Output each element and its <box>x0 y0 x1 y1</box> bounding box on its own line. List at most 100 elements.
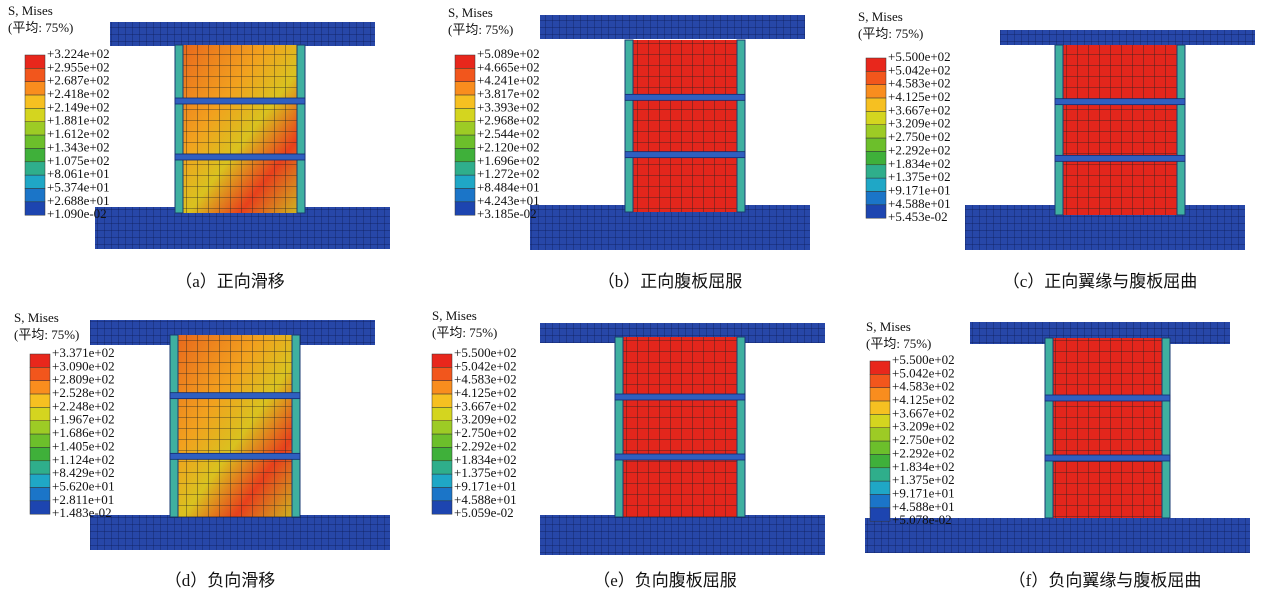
legend-swatch <box>29 407 51 421</box>
legend-swatch <box>29 487 51 502</box>
legend-swatch <box>454 161 476 176</box>
legend-label: +1.124e+02 <box>52 452 115 467</box>
legend-swatch <box>865 164 887 179</box>
flange <box>291 334 301 518</box>
stiffener <box>169 452 301 460</box>
wall-mesh <box>1045 338 1170 518</box>
legend-label: +9.171e+01 <box>888 182 951 197</box>
stiffener <box>1054 98 1186 106</box>
top-plate-mesh <box>540 15 805 39</box>
legend-label: +2.528e+02 <box>52 385 115 400</box>
flange <box>1176 44 1186 216</box>
legend-swatch <box>454 54 476 69</box>
legend-swatch <box>454 81 476 96</box>
legend-swatch <box>869 387 891 402</box>
legend-swatch <box>24 54 46 69</box>
base-block-mesh <box>865 518 1250 553</box>
legend-label: +2.248e+02 <box>52 398 115 413</box>
legend-label: +2.149e+02 <box>47 99 110 114</box>
stiffener <box>614 453 746 461</box>
legend-swatch <box>454 121 476 136</box>
flange <box>1044 337 1054 519</box>
legend-title: S, Mises <box>14 310 59 325</box>
legend-swatch <box>865 84 887 99</box>
legend-title: S, Mises <box>858 9 903 24</box>
legend-swatch <box>869 480 891 495</box>
legend-swatch <box>431 353 453 368</box>
legend-swatch <box>24 201 46 216</box>
legend-label: +4.588e+01 <box>454 492 517 507</box>
legend-swatch <box>24 81 46 96</box>
legend-subtitle: (平均: 75%) <box>14 327 79 342</box>
top-plate-mesh <box>110 22 375 46</box>
legend-swatch <box>865 57 887 72</box>
legend-swatch <box>24 161 46 176</box>
legend-label: +3.667e+02 <box>892 405 955 420</box>
stiffener <box>169 392 301 400</box>
legend-subtitle: (平均: 75%) <box>866 336 931 351</box>
flange <box>736 336 746 518</box>
legend-label: +4.588e+01 <box>892 499 955 514</box>
legend-swatch <box>24 94 46 109</box>
legend-label: +2.811e+01 <box>52 492 114 507</box>
legend-title: S, Mises <box>8 3 53 18</box>
legend-label: +9.171e+01 <box>454 478 517 493</box>
flange <box>174 44 184 214</box>
legend-label: +1.375e+02 <box>888 169 951 184</box>
legend-title: S, Mises <box>432 308 477 323</box>
legend-swatch <box>431 487 453 502</box>
stiffener <box>174 97 306 105</box>
legend-label: +5.374e+01 <box>47 179 110 194</box>
legend-swatch <box>454 174 476 189</box>
legend-swatch <box>431 407 453 421</box>
legend-swatch <box>29 420 51 435</box>
legend-swatch <box>865 177 887 192</box>
legend-swatch <box>431 500 453 515</box>
legend-swatch <box>431 367 453 381</box>
legend-swatch <box>869 507 891 522</box>
legend-label: +3.209e+02 <box>454 412 517 427</box>
legend-label: +5.500e+02 <box>888 49 951 64</box>
wall-mesh <box>615 337 745 517</box>
legend-swatch <box>24 148 46 163</box>
legend-label: +1.686e+02 <box>52 425 115 440</box>
legend-swatch <box>865 111 887 126</box>
legend-label: +2.750e+02 <box>454 425 517 440</box>
legend-swatch <box>29 433 51 448</box>
legend-swatch <box>24 68 46 82</box>
legend-label: +1.696e+02 <box>477 153 540 168</box>
legend-label: +2.544e+02 <box>477 126 540 141</box>
legend-swatch <box>29 393 51 408</box>
legend-subtitle: (平均: 75%) <box>858 26 923 41</box>
legend-swatch <box>24 174 46 189</box>
legend-label: +1.834e+02 <box>454 452 517 467</box>
legend-swatch <box>454 94 476 109</box>
legend-label: +3.090e+02 <box>52 358 115 373</box>
legend-label: +3.209e+02 <box>888 116 951 131</box>
legend-label: +2.292e+02 <box>454 438 517 453</box>
legend-swatch <box>865 151 887 166</box>
legend-swatch <box>869 467 891 482</box>
top-plate-mesh <box>1000 30 1255 45</box>
legend-label: +3.224e+02 <box>47 46 110 61</box>
legend-label: +2.955e+02 <box>47 59 110 74</box>
legend-swatch <box>24 134 46 149</box>
legend-swatch <box>869 454 891 469</box>
legend-label: +4.125e+02 <box>454 385 517 400</box>
legend-label: +3.817e+02 <box>477 86 540 101</box>
stiffener <box>1044 454 1171 462</box>
stiffener <box>1054 154 1186 162</box>
legend-label: +4.583e+02 <box>888 76 951 91</box>
flange <box>736 39 746 213</box>
legend-label: +1.272e+02 <box>477 166 540 181</box>
legend-label: +1.405e+02 <box>52 438 115 453</box>
legend-label: +4.583e+02 <box>454 372 517 387</box>
wall-mesh <box>1055 45 1185 215</box>
legend-label: +5.042e+02 <box>454 358 517 373</box>
legend-swatch <box>431 433 453 448</box>
legend-label: +3.667e+02 <box>454 398 517 413</box>
legend-subtitle: (平均: 75%) <box>448 22 513 37</box>
legend-swatch <box>29 353 51 368</box>
legend-label: +3.209e+02 <box>892 419 955 434</box>
legend-swatch <box>431 393 453 408</box>
